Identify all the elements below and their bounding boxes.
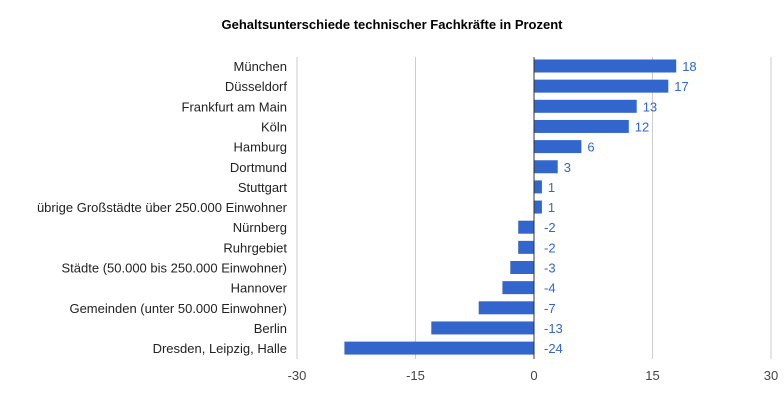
bar: [534, 99, 637, 113]
data-label: -13: [544, 321, 563, 336]
chart-title: Gehaltsunterschiede technischer Fachkräf…: [221, 17, 563, 32]
category-label: Gemeinden (unter 50.000 Einwohner): [69, 301, 287, 316]
data-label: -4: [544, 281, 556, 296]
data-label: -7: [544, 301, 556, 316]
bar: [534, 200, 542, 214]
data-label: 1: [548, 200, 555, 215]
category-label: München: [234, 59, 287, 74]
x-tick-label: 30: [764, 368, 778, 383]
category-label: Frankfurt am Main: [182, 99, 287, 114]
category-label: Düsseldorf: [225, 79, 288, 94]
bar: [344, 341, 534, 355]
bar: [518, 220, 534, 234]
category-label: Dresden, Leipzig, Halle: [153, 341, 287, 356]
category-label: Hannover: [231, 281, 288, 296]
x-tick-label: -30: [288, 368, 307, 383]
data-label: -3: [544, 261, 556, 276]
category-label: Ruhrgebiet: [223, 240, 287, 255]
data-label: 1: [548, 180, 555, 195]
bar: [502, 281, 534, 295]
bar: [478, 301, 534, 315]
x-tick-label: -15: [406, 368, 425, 383]
data-label: 13: [643, 99, 657, 114]
category-label: übrige Großstädte über 250.000 Einwohner: [37, 200, 288, 215]
data-label: 6: [587, 140, 594, 155]
x-tick-label: 0: [530, 368, 537, 383]
bar: [534, 119, 629, 133]
x-tick-label: 15: [645, 368, 659, 383]
bar: [431, 321, 534, 335]
category-label: Berlin: [254, 321, 287, 336]
bar: [510, 261, 534, 274]
bar: [518, 240, 534, 254]
data-label: 3: [564, 160, 571, 175]
bar: [534, 180, 542, 194]
category-label: Dortmund: [230, 160, 287, 175]
category-label: Städte (50.000 bis 250.000 Einwohner): [62, 261, 288, 276]
data-label: -2: [544, 220, 556, 235]
bar: [534, 140, 582, 154]
data-label: 12: [635, 119, 649, 134]
category-label: Hamburg: [234, 140, 287, 155]
category-label: Köln: [261, 119, 287, 134]
data-label: -2: [544, 240, 556, 255]
bar: [534, 160, 558, 174]
bar: [534, 59, 677, 73]
category-label: Stuttgart: [238, 180, 288, 195]
data-label: 17: [674, 79, 688, 94]
bar: [534, 79, 669, 93]
data-label: 18: [682, 59, 696, 74]
category-label: Nürnberg: [233, 220, 287, 235]
data-label: -24: [544, 341, 563, 356]
